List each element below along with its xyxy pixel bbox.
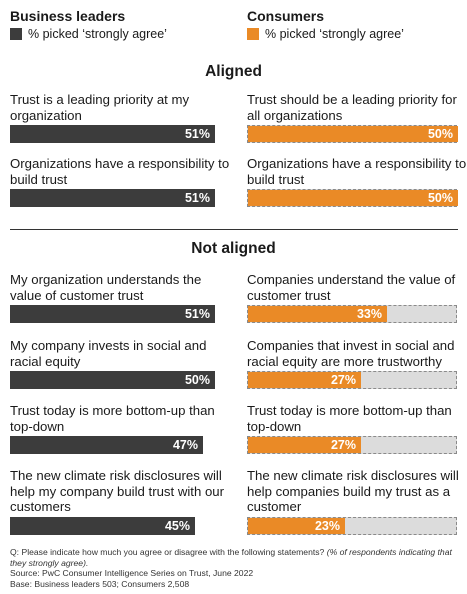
consumer-bar-track: 23%: [247, 516, 457, 535]
footnote-question: Q: Please indicate how much you agree or…: [10, 547, 325, 557]
business-statement-label: Organizations have a responsibility to b…: [10, 156, 230, 187]
legend-business-item: % picked ‘strongly agree’: [10, 27, 167, 41]
business-bar-value-label: 51%: [184, 191, 210, 205]
consumer-statement-label: The new climate risk disclosures will he…: [247, 468, 459, 514]
business-bar: 50%: [10, 371, 215, 389]
business-bar: 51%: [10, 305, 215, 323]
business-bar-track: 47%: [10, 436, 215, 454]
consumer-statement-label: Companies that invest in social and raci…: [247, 338, 455, 369]
business-bar-track: 50%: [10, 371, 215, 389]
section-title-aligned: Aligned: [205, 63, 262, 80]
business-bar-value-label: 50%: [184, 373, 210, 387]
consumer-bar: 27%: [248, 372, 361, 388]
business-statement-label: The new climate risk disclosures will he…: [10, 468, 225, 514]
legend-consumer-title: Consumers: [247, 8, 325, 24]
consumer-bar: 50%: [248, 126, 458, 142]
consumer-statement-label: Organizations have a responsibility to b…: [247, 156, 467, 187]
legend-consumer-swatch: [247, 28, 259, 40]
consumer-bar-value-label: 50%: [427, 191, 453, 205]
consumer-bar-track: 50%: [247, 189, 458, 207]
business-bar-value-label: 51%: [184, 127, 210, 141]
business-bar-value-label: 45%: [164, 518, 190, 533]
business-bar-track: 51%: [10, 125, 215, 143]
legend-consumer-item: % picked ‘strongly agree’: [247, 27, 404, 41]
footnote-question-line: Q: Please indicate how much you agree or…: [10, 547, 460, 568]
business-bar: 45%: [10, 516, 195, 535]
section-title-not-aligned: Not aligned: [191, 240, 276, 257]
consumer-bar-value-label: 50%: [427, 127, 453, 141]
consumer-bar-track: 50%: [247, 125, 458, 143]
consumer-bar: 50%: [248, 190, 458, 206]
legend-business-title: Business leaders: [10, 8, 126, 24]
business-statement-label: Trust is a leading priority at my organi…: [10, 92, 190, 123]
footnote-question-note: (% of respondents indicating that they s…: [10, 547, 452, 568]
footnote-base: Base: Business leaders 503; Consumers 2,…: [10, 578, 190, 589]
footnote: Q: Please indicate how much you agree or…: [10, 547, 460, 589]
consumer-bar-value-label: 23%: [314, 518, 340, 533]
section-divider: [10, 229, 458, 230]
consumer-bar-track: 27%: [247, 371, 457, 389]
business-bar: 51%: [10, 125, 215, 143]
consumer-bar-value-label: 33%: [356, 307, 382, 321]
business-bar: 51%: [10, 189, 215, 207]
business-statement-label: Trust today is more bottom-up than top-d…: [10, 403, 215, 434]
business-bar-track: 51%: [10, 305, 215, 323]
consumer-bar: 27%: [248, 437, 361, 453]
consumer-statement-label: Trust today is more bottom-up than top-d…: [247, 403, 452, 434]
consumer-bar: 33%: [248, 306, 387, 322]
legend-business-swatch: [10, 28, 22, 40]
business-bar-track: 45%: [10, 516, 215, 535]
consumer-bar-track: 33%: [247, 305, 457, 323]
consumer-bar-track: 27%: [247, 436, 457, 454]
footnote-source: Source: PwC Consumer Intelligence Series…: [10, 568, 254, 578]
consumer-statement-label: Trust should be a leading priority for a…: [247, 92, 457, 123]
legend-consumer-label: % picked ‘strongly agree’: [265, 27, 404, 41]
business-bar: 47%: [10, 436, 203, 454]
consumer-statement-label: Companies understand the value of custom…: [247, 272, 456, 303]
business-bar-value-label: 51%: [184, 307, 210, 321]
consumer-bar-value-label: 27%: [330, 438, 356, 452]
consumer-bar: 23%: [248, 517, 345, 534]
business-bar-value-label: 47%: [172, 438, 198, 452]
legend-business-label: % picked ‘strongly agree’: [28, 27, 167, 41]
business-bar-track: 51%: [10, 189, 215, 207]
consumer-bar-value-label: 27%: [330, 373, 356, 387]
business-statement-label: My organization understands the value of…: [10, 272, 202, 303]
business-statement-label: My company invests in social and racial …: [10, 338, 207, 369]
